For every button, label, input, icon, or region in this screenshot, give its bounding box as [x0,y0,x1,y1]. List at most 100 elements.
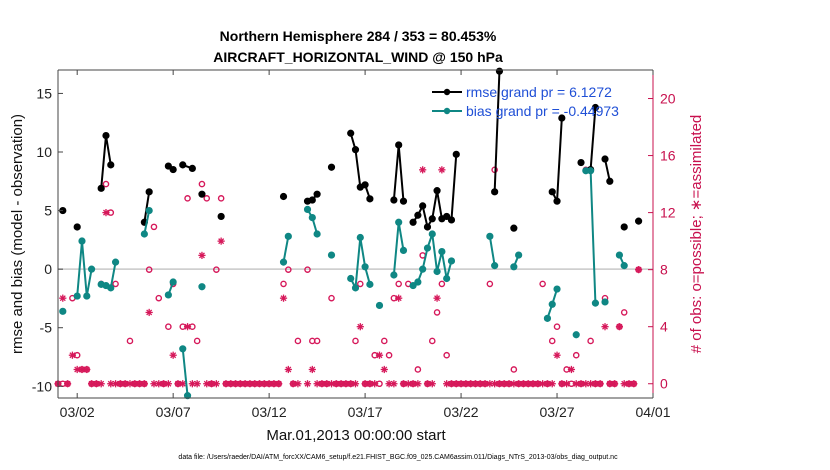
obs-assimilated-marker [265,380,273,388]
obs-possible-marker [352,337,359,345]
obs-possible-marker [438,280,446,288]
obs-possible-marker [510,366,518,373]
obs-assimilated-marker [635,266,643,274]
y-tick-label-left: -10 [32,378,52,394]
legend-bias-swatch-marker [443,107,451,115]
y-tick-label-right: 20 [660,91,676,107]
rmse-point [414,211,422,219]
rmse-point [591,103,600,112]
bias-point [572,331,580,339]
obs-assimilated-marker [433,294,441,302]
obs-possible-marker [304,266,311,273]
obs-assimilated-marker [630,380,638,388]
obs-assimilated-marker [404,380,412,388]
bias-line-segment [76,240,93,297]
x-tick-label: 04/01 [635,404,670,420]
obs-assimilated-marker [212,380,220,388]
obs-possible-marker [572,351,580,359]
bias-point [615,251,624,259]
obs-possible-marker [102,180,110,188]
y-axis-label-left: rmse and bias (model - observation) [9,114,26,354]
obs-possible-marker [313,337,321,345]
y-axis-label-right: # of obs: o=possible; ∗=assimilated [688,115,705,354]
rmse-point [188,164,196,172]
y-tick-label-left: -5 [40,320,53,336]
obs-assimilated-marker [68,351,76,359]
rmse-point [558,114,566,122]
obs-assimilated-marker [303,380,312,388]
bias-point [399,246,408,254]
obs-possible-marker [198,180,206,188]
obs-possible-marker [443,351,450,359]
obs-assimilated-marker [553,351,561,359]
rmse-line-segment [493,71,501,192]
obs-assimilated-marker [63,380,72,388]
obs-assimilated-marker [351,380,360,388]
obs-assimilated-marker [505,380,513,388]
obs-possible-marker [294,337,302,345]
bias-point [438,247,446,256]
rmse-point [107,161,115,169]
obs-possible-marker [203,195,211,202]
obs-assimilated-marker [409,380,417,388]
bias-point [443,274,451,283]
bias-point [419,265,427,273]
obs-possible-marker [414,366,422,373]
obs-assimilated-marker [438,166,446,174]
rmse-point [313,190,321,198]
bias-point [390,271,398,279]
bias-point [111,258,120,266]
obs-assimilated-marker [337,380,345,388]
rmse-point [361,181,369,189]
obs-possible-marker [428,337,436,345]
bias-point [164,291,172,299]
rmse-point [447,216,456,224]
rmse-point [145,188,153,196]
obs-possible-marker [486,280,494,288]
obs-assimilated-marker [83,365,91,374]
rmse-point [443,212,451,221]
obs-assimilated-marker [308,365,316,374]
bias-point [313,230,321,238]
obs-possible-marker [112,280,119,288]
y-tick-label-left: 5 [44,203,52,219]
rmse-point [495,67,504,75]
legend-rmse-label: rmse grand pr = 6.1272 [466,84,612,100]
y-tick-label-right: 8 [660,262,668,278]
bias-point [284,232,292,240]
bias-point [356,233,364,242]
rmse-point [577,158,585,167]
obs-assimilated-marker [174,380,182,388]
bias-point [140,230,148,238]
bias-point [179,345,187,353]
y-tick-label-right: 12 [660,205,676,221]
obs-assimilated-marker [279,294,288,302]
obs-possible-marker [155,294,163,302]
x-tick-label: 03/17 [348,404,383,420]
obs-assimilated-marker [361,380,369,388]
obs-count-layer [54,166,643,388]
obs-assimilated-marker [183,323,192,331]
rmse-line-segment [143,191,151,223]
obs-assimilated-marker [419,166,427,174]
bias-point [433,267,441,276]
rmse-point [102,132,110,140]
bias-point [620,262,628,270]
obs-assimilated-marker [611,380,619,388]
obs-assimilated-marker [356,323,364,331]
legend-rmse-swatch-marker [443,88,451,96]
rmse-point [635,217,643,225]
obs-assimilated-marker [97,380,105,388]
bias-point [351,284,360,292]
rmse-point [217,212,225,221]
obs-assimilated-marker [428,380,436,388]
obs-assimilated-marker [529,380,537,388]
rmse-point [97,184,105,192]
obs-possible-marker [213,266,220,273]
bias-point [303,205,312,213]
bias-point [515,251,523,259]
obs-assimilated-marker [457,380,465,388]
rmse-point [164,162,172,170]
obs-assimilated-marker [284,365,292,374]
